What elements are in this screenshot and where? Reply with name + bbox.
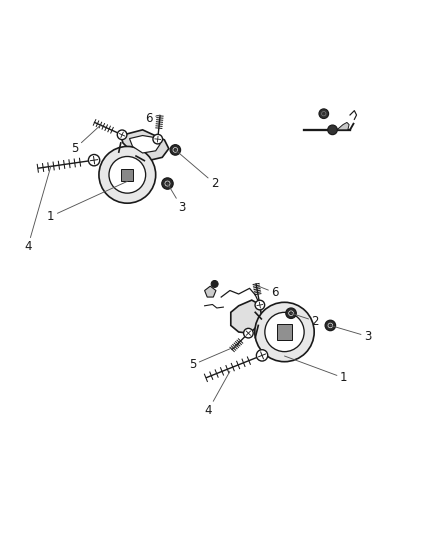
Circle shape [162,178,173,189]
Circle shape [244,328,253,338]
Circle shape [170,144,180,155]
Circle shape [325,320,336,330]
Text: 4: 4 [205,372,230,417]
Polygon shape [277,324,292,340]
Text: 2: 2 [175,150,219,190]
Text: 6: 6 [145,111,160,125]
Circle shape [255,300,265,310]
Circle shape [286,308,296,318]
Text: 4: 4 [24,166,51,253]
Circle shape [88,155,100,166]
Circle shape [99,147,155,203]
Polygon shape [121,169,134,181]
Circle shape [117,130,127,140]
Text: 5: 5 [71,125,101,155]
Circle shape [256,350,268,361]
Text: 2: 2 [291,313,319,328]
Polygon shape [121,130,169,160]
Circle shape [109,157,146,193]
Text: 3: 3 [167,183,186,214]
Circle shape [328,125,337,135]
Polygon shape [231,300,261,333]
Circle shape [265,312,304,352]
Polygon shape [130,135,160,153]
Text: 3: 3 [330,326,371,343]
Polygon shape [205,286,216,297]
Circle shape [255,302,314,362]
Circle shape [319,109,328,118]
Text: 6: 6 [258,286,279,299]
Circle shape [211,280,218,287]
Text: 1: 1 [47,181,127,223]
Text: 1: 1 [285,356,347,384]
Circle shape [153,134,162,144]
Polygon shape [337,123,349,130]
Text: 5: 5 [189,345,239,372]
